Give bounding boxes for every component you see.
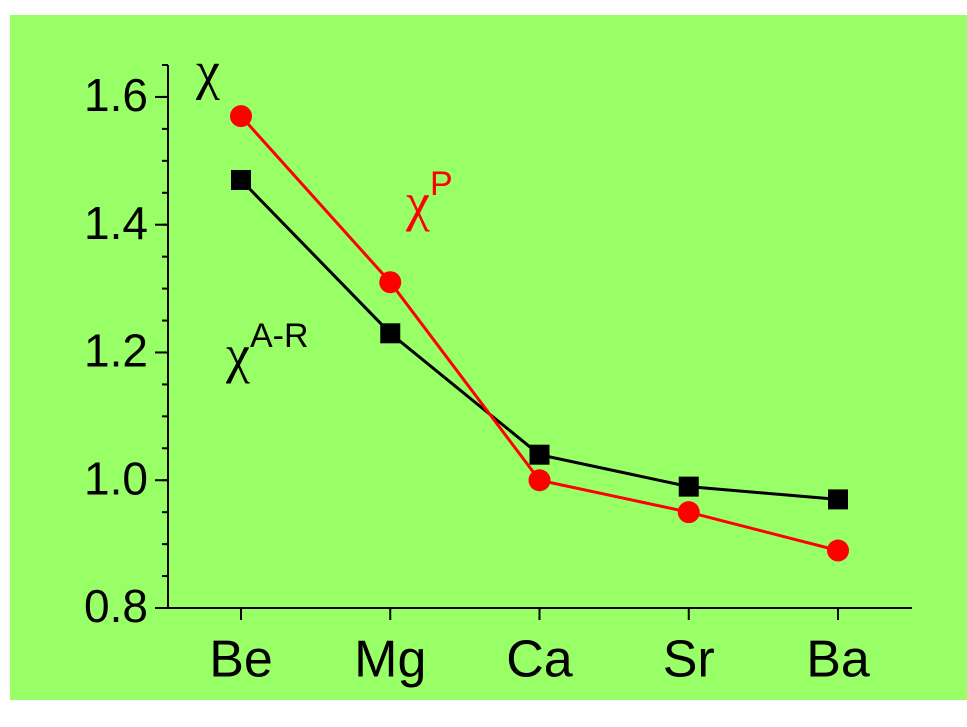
x-tick-label: Ca — [506, 631, 573, 689]
marker — [678, 476, 699, 497]
x-tick-label: Sr — [663, 631, 715, 689]
series-label-superscript: A-R — [250, 317, 309, 355]
x-tick-label: Be — [209, 631, 273, 689]
marker — [230, 105, 252, 128]
series-label-name: χ — [405, 172, 430, 232]
y-tick-label: 1.0 — [84, 452, 148, 504]
marker — [677, 501, 700, 524]
y-tick-label: 1.6 — [84, 69, 148, 121]
marker — [380, 323, 401, 344]
x-tick-label: Mg — [354, 631, 426, 689]
marker — [528, 469, 551, 492]
y-tick-label: 0.8 — [84, 580, 148, 632]
series-label-superscript: P — [430, 165, 453, 203]
marker — [379, 271, 402, 294]
series-label: χP — [405, 165, 453, 232]
x-tick-label: Ba — [806, 631, 870, 689]
y-axis-label: χ — [195, 40, 220, 100]
y-tick-label: 1.4 — [84, 197, 148, 249]
marker — [827, 539, 849, 562]
plot-background — [10, 15, 967, 700]
marker — [529, 444, 550, 465]
marker — [231, 169, 251, 190]
series-label-name: χ — [225, 324, 250, 384]
marker — [828, 489, 848, 510]
y-tick-label: 1.2 — [84, 325, 148, 377]
series-label: χA-R — [225, 317, 309, 384]
